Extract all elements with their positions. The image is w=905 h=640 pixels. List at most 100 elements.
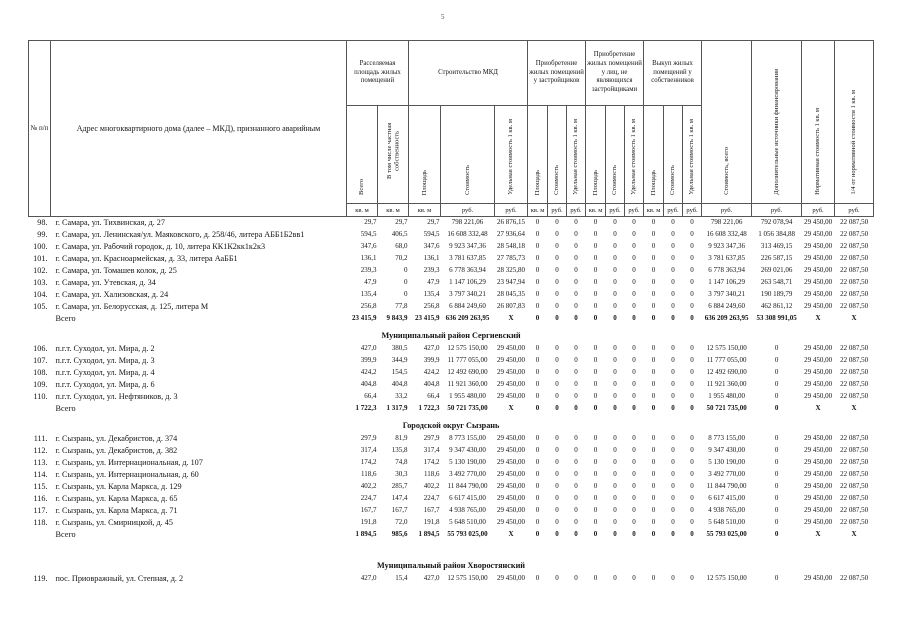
cell: 0 xyxy=(574,392,578,401)
col-header-others-cost: Стоимость xyxy=(605,105,626,204)
cell: 27 785,73 xyxy=(497,254,525,263)
col-header-dev-area: Площадь xyxy=(527,105,549,204)
cell: 6 778 363,94 xyxy=(449,266,486,275)
cell: 0 xyxy=(593,368,598,377)
cell: 6 884 249,60 xyxy=(449,302,486,311)
row-number: 112. xyxy=(33,446,48,456)
cell: 29 450,00 xyxy=(804,290,833,299)
cell: 0 xyxy=(651,380,656,389)
total-cell: 0 xyxy=(535,314,540,323)
cell: 5 648 510,00 xyxy=(449,518,486,527)
row-number: 116. xyxy=(33,494,48,504)
cell: 404,8 xyxy=(423,380,440,389)
cell: 0 xyxy=(632,230,636,239)
cell: 0 xyxy=(774,368,779,377)
row-number: 102. xyxy=(33,266,48,276)
cell: 0 xyxy=(593,458,598,467)
cell: 792 078,94 xyxy=(760,218,793,227)
cell: 29 450,00 xyxy=(497,518,525,527)
cell: 26 807,83 xyxy=(497,302,525,311)
cell: 347,6 xyxy=(423,242,440,251)
cell: 29 450,00 xyxy=(804,254,833,263)
cell: 11 844 790,00 xyxy=(706,482,747,491)
cell: 22 087,50 xyxy=(840,254,869,263)
total-label: Всего xyxy=(55,314,76,324)
cell: 427,0 xyxy=(360,574,377,583)
cell: 0 xyxy=(593,574,598,583)
cell: 154,5 xyxy=(391,368,408,377)
cell: 66,4 xyxy=(364,392,377,401)
cell: 0 xyxy=(632,506,636,515)
cell: 5 130 190,00 xyxy=(449,458,486,467)
cell: 22 087,50 xyxy=(840,380,869,389)
cell: 118,6 xyxy=(361,470,377,479)
data-row: 112. г. Сызрань, ул. Декабристов, д. 382 3… xyxy=(29,445,874,457)
cell: 0 xyxy=(613,254,617,263)
cell: 0 xyxy=(671,458,675,467)
cell: 29,7 xyxy=(427,218,440,227)
cell: 424,2 xyxy=(423,368,440,377)
cell: 8 773 155,00 xyxy=(449,434,486,443)
cell: 0 xyxy=(671,344,675,353)
cell: 0 xyxy=(671,482,675,491)
cell: 0 xyxy=(632,356,636,365)
cell: 6 617 415,00 xyxy=(708,494,745,503)
cell: 0 xyxy=(555,242,559,251)
cell: 0 xyxy=(555,266,559,275)
cell: 6 778 363,94 xyxy=(708,266,745,275)
cell: 5 648 510,00 xyxy=(708,518,745,527)
cell: 22 087,50 xyxy=(840,518,869,527)
total-cell: 0 xyxy=(671,404,675,413)
cell: 0 xyxy=(671,242,675,251)
cell: 11 844 790,00 xyxy=(447,482,488,491)
cell: 66,4 xyxy=(427,392,440,401)
cell: 0 xyxy=(613,470,617,479)
cell: 0 xyxy=(774,506,779,515)
cell: 174,2 xyxy=(423,458,440,467)
cell: 0 xyxy=(535,380,540,389)
row-address: г. Сызрань, ул. Карла Маркса, д. 65 xyxy=(55,494,178,504)
cell: 0 xyxy=(593,302,598,311)
cell: 28 325,80 xyxy=(497,266,525,275)
col-header-constr-unit-cost: Удельная стоимость 1 кв. м xyxy=(493,105,529,204)
cell: 0 xyxy=(535,518,540,527)
cell: 0 xyxy=(535,290,540,299)
cell: 0 xyxy=(774,434,779,443)
cell: 0 xyxy=(690,266,694,275)
costs-table: № п/п Адрес многоквартирного дома (далее… xyxy=(28,40,875,585)
page-number: 5 xyxy=(441,13,445,21)
cell: 0 xyxy=(690,344,694,353)
cell: 0 xyxy=(535,368,540,377)
cell: 0 xyxy=(555,218,559,227)
cell: 12 575 150,00 xyxy=(447,344,488,353)
row-number: 101. xyxy=(33,254,48,264)
cell: 0 xyxy=(555,434,559,443)
cell: 0 xyxy=(632,254,636,263)
cell: 135,8 xyxy=(391,446,408,455)
cell: 22 087,50 xyxy=(840,458,869,467)
cell: 0 xyxy=(690,278,694,287)
cell: 29 450,00 xyxy=(804,574,833,583)
cell: 0 xyxy=(613,230,617,239)
cell: 427,0 xyxy=(423,344,440,353)
cell: 26 876,15 xyxy=(497,218,525,227)
cell: 344,9 xyxy=(391,356,408,365)
cell: 29 450,00 xyxy=(804,434,833,443)
cell: 0 xyxy=(593,392,598,401)
cell: 6 617 415,00 xyxy=(449,494,486,503)
unit-additional-sources: руб. xyxy=(751,203,803,217)
cell: 22 087,50 xyxy=(840,230,869,239)
cell: 22 087,50 xyxy=(840,218,869,227)
total-row: Всего 1 894,5 985,6 1 894,5 55 793 025,00 X 0 0… xyxy=(29,529,874,541)
unit-constr-unit-cost: руб. xyxy=(493,203,529,217)
cell: 0 xyxy=(555,344,559,353)
total-row-number xyxy=(29,313,51,325)
cell: 0 xyxy=(632,494,636,503)
cell: 285,7 xyxy=(391,482,408,491)
cell: 22 087,50 xyxy=(840,494,869,503)
cell: 0 xyxy=(593,290,598,299)
cell: 0 xyxy=(613,392,617,401)
cell: 29 450,00 xyxy=(804,470,833,479)
row-address: п.г.т. Суходол, ул. Мира, д. 3 xyxy=(55,356,155,366)
cell: 0 xyxy=(574,230,578,239)
